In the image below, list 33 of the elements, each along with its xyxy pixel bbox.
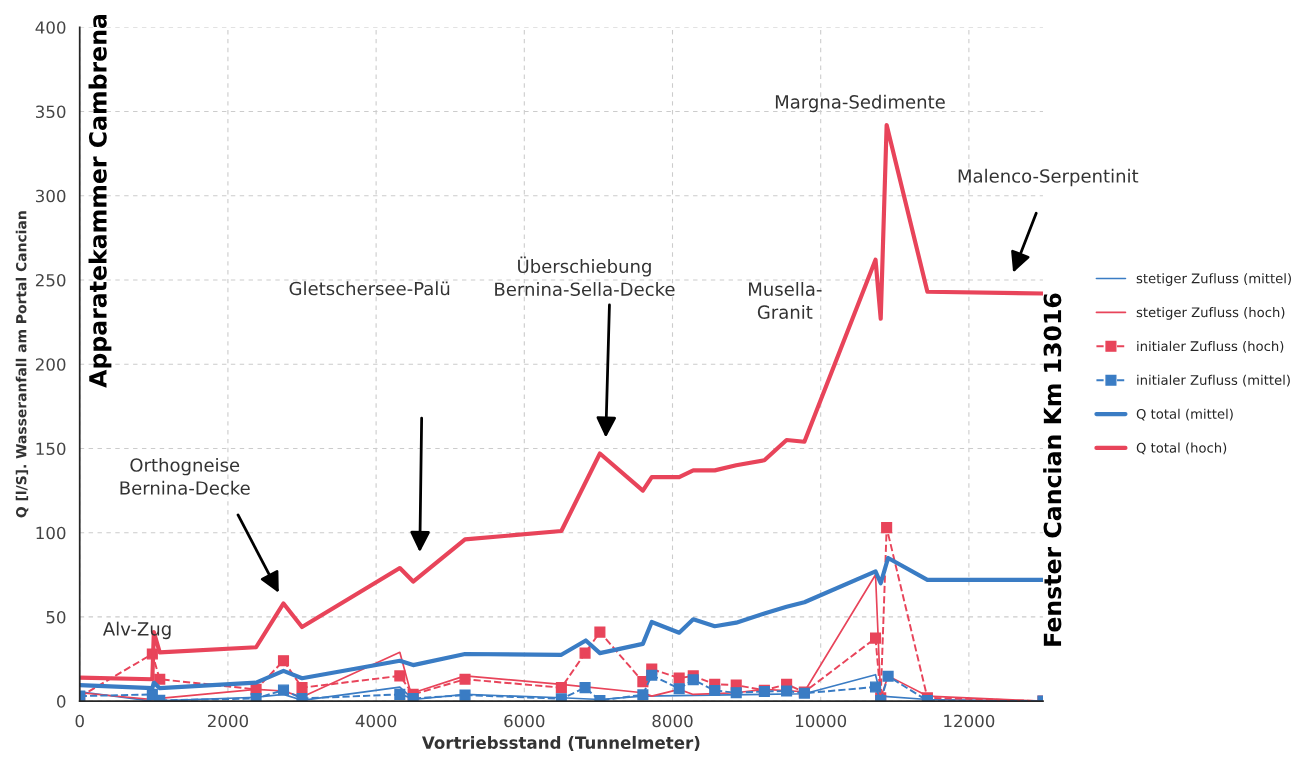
legend-label: Q total (mittel) bbox=[1136, 408, 1233, 421]
annotation: Gletschersee-Palü bbox=[289, 281, 450, 296]
y-tick-label: 150 bbox=[36, 442, 66, 456]
annotation: Orthogneise Bernina-Decke bbox=[120, 457, 250, 495]
y-axis-title: Q [l/S]. Wasseranfall am Portal Cancian bbox=[15, 211, 29, 518]
legend-label: initialer Zufluss (mittel) bbox=[1137, 374, 1290, 387]
x-tick-label: 2000 bbox=[207, 714, 249, 728]
legend-label: Q total (hoch) bbox=[1136, 442, 1227, 455]
annotation: Überschiebung Bernina-Sella-Decke bbox=[495, 256, 675, 297]
x-tick-label: 0 bbox=[75, 714, 84, 728]
text: Fenster Cancian Km 13016 bbox=[1043, 293, 1062, 646]
annotation: Musella- Granit bbox=[749, 282, 822, 319]
annotation: Alv-Zug bbox=[102, 621, 171, 640]
y-tick-label: 250 bbox=[35, 273, 66, 287]
y-tick-label: 100 bbox=[36, 526, 66, 540]
y-tick-label: 400 bbox=[35, 21, 66, 34]
y-tick-label: 300 bbox=[35, 189, 66, 203]
y-tick-label: 0 bbox=[57, 695, 66, 708]
legend-label: initialer Zufluss (hoch) bbox=[1137, 340, 1284, 353]
x-tick-label: 10000 bbox=[796, 714, 847, 728]
legend-label: stetiger Zufluss (mittel) bbox=[1136, 273, 1291, 286]
x-tick-label: 12000 bbox=[944, 714, 995, 728]
x-tick-label: 8000 bbox=[652, 714, 693, 728]
x-axis-title: Vortriebsstand (Tunnelmeter) bbox=[421, 736, 700, 751]
legend-label: stetiger Zufluss (hoch) bbox=[1136, 307, 1285, 320]
y-tick-label: 50 bbox=[46, 610, 66, 624]
annotation: Margna-Sedimente bbox=[775, 94, 945, 113]
x-tick-label: 6000 bbox=[504, 714, 545, 728]
annotation: Apparatekammer Cambrena bbox=[88, 14, 112, 388]
x-tick-label: 4000 bbox=[355, 714, 397, 728]
y-tick-label: 350 bbox=[35, 105, 66, 119]
y-tick-label: 200 bbox=[35, 358, 66, 371]
annotation: Malenco-Serpentinit bbox=[958, 168, 1139, 187]
